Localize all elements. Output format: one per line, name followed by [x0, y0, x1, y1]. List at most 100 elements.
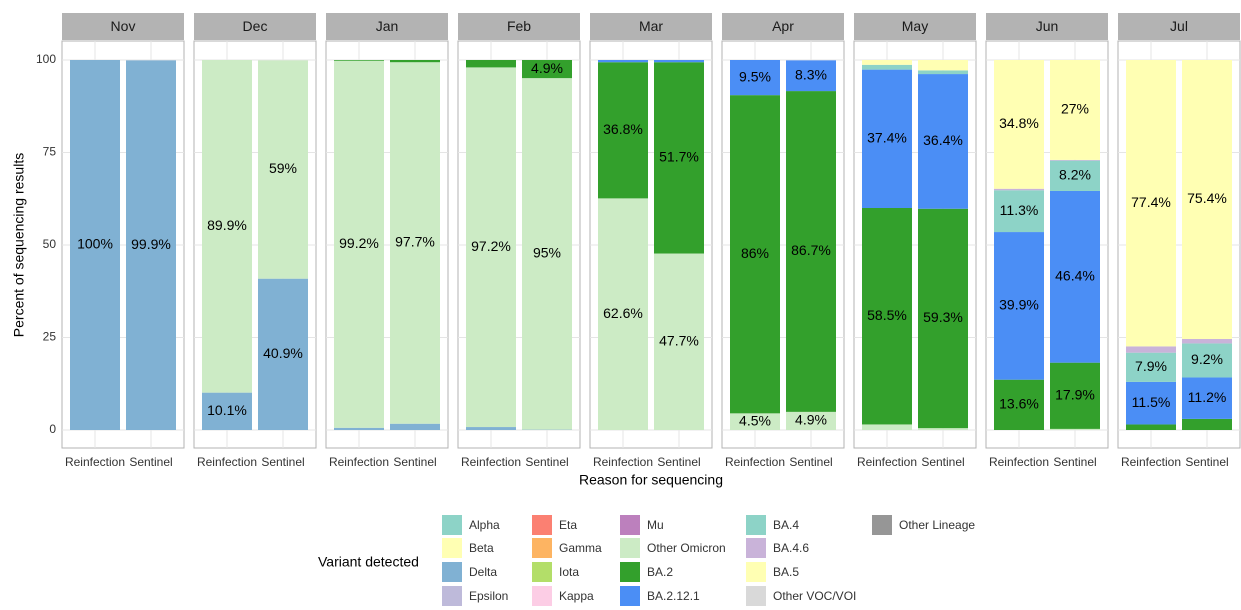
bar-segment — [862, 60, 912, 65]
value-label: 51.7% — [659, 149, 699, 165]
bar-segment — [1182, 338, 1232, 344]
legend-label: Kappa — [559, 589, 594, 603]
value-label: 37.4% — [867, 130, 907, 146]
y-tick-label: 75 — [43, 145, 57, 159]
x-tick-label: Sentinel — [393, 455, 436, 469]
bar-segment — [1182, 343, 1232, 378]
legend-key — [442, 586, 462, 606]
value-label: 9.5% — [739, 68, 771, 84]
bar-segment — [994, 188, 1044, 191]
value-label: 8.2% — [1059, 167, 1091, 183]
legend-label: Delta — [469, 565, 497, 579]
bar-segment — [1126, 424, 1176, 430]
facet-title: Apr — [772, 18, 794, 34]
bar-segment — [862, 424, 912, 430]
bar-segment — [598, 60, 648, 63]
bar-segment — [258, 278, 308, 430]
legend-key — [620, 515, 640, 535]
bar-segment — [1050, 362, 1100, 429]
facet-title: Dec — [243, 18, 268, 34]
bar-segment — [918, 208, 968, 429]
value-label: 100% — [77, 236, 113, 252]
x-tick-label: Sentinel — [525, 455, 568, 469]
value-label: 46.4% — [1055, 268, 1095, 284]
legend-label: Other Omicron — [647, 541, 726, 555]
value-label: 75.4% — [1187, 190, 1227, 206]
legend-key — [620, 586, 640, 606]
bar-segment — [786, 411, 836, 430]
value-label: 58.5% — [867, 307, 907, 323]
legend-label: Other Lineage — [899, 518, 975, 532]
value-label: 40.9% — [263, 345, 303, 361]
bar-segment — [730, 60, 780, 96]
bar-segment — [862, 69, 912, 209]
x-axis-title: Reason for sequencing — [579, 472, 723, 488]
value-label: 59% — [269, 160, 297, 176]
legend-key — [532, 515, 552, 535]
x-tick-label: Reinfection — [725, 455, 785, 469]
value-label: 11.5% — [1132, 394, 1171, 410]
bar-segment — [862, 64, 912, 70]
value-label: 77.4% — [1131, 194, 1171, 210]
facet-title: Jun — [1036, 18, 1059, 34]
legend-label: BA.5 — [773, 565, 799, 579]
bar-segment — [522, 60, 572, 79]
x-tick-label: Reinfection — [329, 455, 389, 469]
bar-segment — [786, 91, 836, 412]
value-label: 10.1% — [207, 402, 247, 418]
bar-segment — [1050, 160, 1100, 191]
legend-key — [532, 562, 552, 582]
strip — [986, 13, 1108, 40]
legend-key — [746, 562, 766, 582]
x-tick-label: Reinfection — [857, 455, 917, 469]
bar-segment — [258, 60, 308, 279]
legend-label: Beta — [469, 541, 494, 555]
bar-segment — [994, 60, 1044, 189]
value-label: 27% — [1061, 101, 1089, 117]
legend-key — [746, 515, 766, 535]
x-tick-label: Reinfection — [593, 455, 653, 469]
bar-segment — [334, 427, 384, 430]
value-label: 36.4% — [923, 132, 963, 148]
legend-key — [532, 538, 552, 558]
legend-key — [746, 586, 766, 606]
bar-segment — [654, 60, 704, 63]
strip — [326, 13, 448, 40]
bar-segment — [1126, 381, 1176, 425]
bar-segment — [994, 232, 1044, 380]
bar-segment — [918, 74, 968, 209]
bar-segment — [1126, 346, 1176, 353]
bar-segment — [1126, 60, 1176, 347]
bar-segment — [202, 60, 252, 393]
value-label: 36.8% — [603, 121, 643, 137]
value-label: 86.7% — [791, 242, 831, 258]
x-tick-label: Reinfection — [1121, 455, 1181, 469]
bar-segment — [994, 190, 1044, 233]
facet-title: Jan — [376, 18, 399, 34]
value-label: 86% — [741, 245, 769, 261]
facet-title: Jul — [1170, 18, 1188, 34]
x-tick-label: Reinfection — [989, 455, 1049, 469]
strip — [62, 13, 184, 40]
value-label: 39.9% — [999, 297, 1039, 313]
legend-title: Variant detected — [318, 554, 419, 570]
value-label: 89.9% — [207, 217, 247, 233]
facet-title: Nov — [111, 18, 136, 34]
value-label: 97.2% — [471, 238, 511, 254]
x-tick-label: Sentinel — [261, 455, 304, 469]
bar-segment — [1182, 60, 1232, 339]
bar-segment — [918, 60, 968, 71]
value-label: 17.9% — [1055, 386, 1095, 402]
strip — [458, 13, 580, 40]
x-tick-label: Sentinel — [129, 455, 172, 469]
legend-key — [620, 538, 640, 558]
bar-segment — [994, 379, 1044, 430]
value-label: 62.6% — [603, 305, 643, 321]
legend-label: BA.4 — [773, 518, 799, 532]
bar-segment — [466, 427, 516, 430]
strip — [1118, 13, 1240, 40]
y-tick-label: 0 — [49, 422, 56, 436]
value-label: 13.6% — [999, 396, 1039, 412]
bar-segment — [390, 423, 440, 430]
value-label: 7.9% — [1135, 358, 1167, 374]
